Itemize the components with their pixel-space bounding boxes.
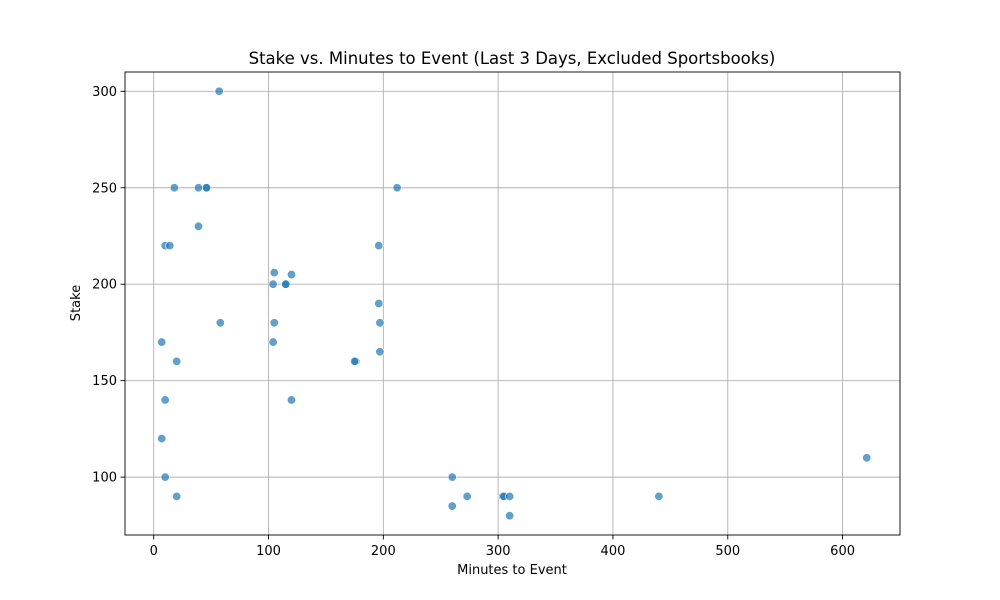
data-point <box>269 268 279 278</box>
data-point <box>350 356 360 366</box>
data-point <box>172 356 182 366</box>
data-point <box>165 241 175 251</box>
data-point <box>462 491 472 501</box>
x-axis-label: Minutes to Event <box>457 563 567 578</box>
x-tick-label: 300 <box>486 544 511 559</box>
data-point <box>193 221 203 231</box>
data-point <box>268 337 278 347</box>
data-point <box>374 241 384 251</box>
chart-title: Stake vs. Minutes to Event (Last 3 Days,… <box>249 49 776 68</box>
data-point <box>160 472 170 482</box>
data-point <box>447 472 457 482</box>
x-tick-label: 200 <box>371 544 396 559</box>
y-tick-label: 300 <box>92 85 117 100</box>
data-point <box>654 491 664 501</box>
data-point <box>268 279 278 289</box>
data-point <box>214 86 224 96</box>
data-point <box>193 183 203 193</box>
x-tick-label: 0 <box>150 544 158 559</box>
plot-frame <box>124 71 901 536</box>
data-point <box>202 183 212 193</box>
data-point <box>169 183 179 193</box>
x-tick-label: 600 <box>830 544 855 559</box>
x-tick-label: 100 <box>256 544 281 559</box>
data-point <box>157 337 167 347</box>
x-tick-label: 400 <box>601 544 626 559</box>
data-point <box>862 453 872 463</box>
data-point <box>269 318 279 328</box>
data-point <box>157 434 167 444</box>
data-point <box>505 511 515 521</box>
data-point <box>505 491 515 501</box>
y-tick-label: 200 <box>92 278 117 293</box>
data-point <box>281 279 291 289</box>
y-tick-label: 250 <box>92 181 117 196</box>
y-tick-label: 150 <box>92 374 117 389</box>
data-point <box>392 183 402 193</box>
data-point <box>286 395 296 405</box>
data-point <box>375 347 385 357</box>
data-point <box>172 491 182 501</box>
x-tick-label: 500 <box>715 544 740 559</box>
data-point <box>160 395 170 405</box>
data-point <box>447 501 457 511</box>
y-tick-label: 100 <box>92 471 117 486</box>
data-point <box>375 318 385 328</box>
axis-ticks: 0 100 200 300 400 500 600 100 150 200 250 300 <box>92 85 855 559</box>
data-point <box>374 298 384 308</box>
data-points <box>157 86 872 521</box>
data-point <box>286 270 296 280</box>
grid-lines <box>125 72 900 535</box>
y-axis-label: Stake <box>69 285 84 321</box>
data-point <box>215 318 225 328</box>
